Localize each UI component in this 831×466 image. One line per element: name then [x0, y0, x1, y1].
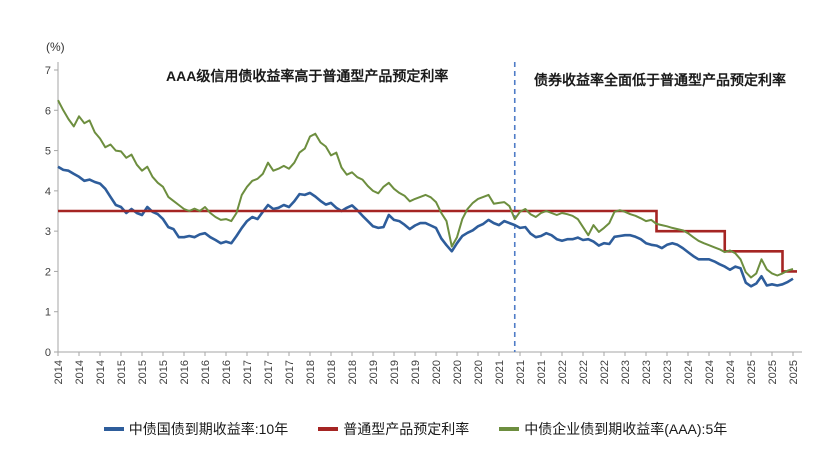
- x-tick-label: 2020: [431, 360, 443, 384]
- x-tick-label: 2023: [641, 360, 653, 384]
- x-tick-label: 2016: [179, 360, 191, 384]
- x-tick-label: 2018: [326, 360, 338, 384]
- x-tick-label: 2019: [410, 360, 422, 384]
- x-tick-label: 2023: [662, 360, 674, 384]
- y-tick-label: 0: [45, 347, 51, 359]
- x-tick-label: 2017: [242, 360, 254, 384]
- x-tick-label: 2015: [116, 360, 128, 384]
- x-tick-label: 2014: [53, 360, 65, 384]
- x-tick-label: 2016: [200, 360, 212, 384]
- y-axis-unit-label: (%): [46, 40, 65, 54]
- x-tick-label: 2024: [725, 360, 737, 384]
- series-step-guaranteed-rate: [58, 209, 797, 273]
- x-tick-label: 2020: [473, 360, 485, 384]
- legend-item-treasury-10y: 中债国债到期收益率:10年: [103, 419, 289, 439]
- x-tick-label: 2014: [95, 360, 107, 384]
- y-tick-label: 6: [45, 105, 51, 117]
- y-tick-label: 2: [45, 266, 51, 278]
- annotation-left: AAA级信用债收益率高于普通型产品预定利率: [166, 68, 449, 84]
- legend-marker-blue-line-icon: [103, 427, 124, 431]
- y-tick-label: 1: [45, 307, 51, 319]
- x-tick-label: 2021: [515, 360, 527, 384]
- legend-item-guaranteed-rate: 普通型产品预定利率: [318, 419, 469, 439]
- x-tick-label: 2015: [158, 360, 170, 384]
- x-tick-label: 2018: [305, 360, 317, 384]
- x-tick-label: 2022: [578, 360, 590, 384]
- series-line-corporate-aaa-5y: [57, 99, 794, 279]
- x-tick-label: 2017: [263, 360, 275, 384]
- x-tick-label: 2015: [137, 360, 149, 384]
- x-tick-label: 2024: [683, 360, 695, 384]
- y-tick-label: 7: [45, 65, 51, 77]
- y-tick-label: 5: [45, 146, 51, 158]
- x-tick-label: 2021: [536, 360, 548, 384]
- x-tick-label: 2021: [494, 360, 506, 384]
- x-tick-label: 2014: [74, 360, 86, 384]
- x-tick-label: 2016: [221, 360, 233, 384]
- legend-label: 中债国债到期收益率:10年: [128, 421, 289, 437]
- x-tick-label: 2022: [557, 360, 569, 384]
- x-tick-label: 2022: [599, 360, 611, 384]
- y-tick-label: 4: [45, 186, 51, 198]
- legend-label: 中债企业债到期收益率(AAA):5年: [524, 421, 728, 437]
- x-tick-label: 2018: [347, 360, 359, 384]
- x-tick-label: 2017: [284, 360, 296, 384]
- x-tick-label: 2019: [368, 360, 380, 384]
- legend-label: 普通型产品预定利率: [343, 421, 470, 437]
- chart-legend: 中债国债到期收益率:10年 普通型产品预定利率 中债企业债到期收益率(AAA):…: [0, 419, 831, 439]
- x-tick-label: 2023: [620, 360, 632, 384]
- legend-item-corporate-aaa-5y: 中债企业债到期收益率(AAA):5年: [499, 419, 727, 439]
- x-tick-label: 2025: [746, 360, 758, 384]
- x-tick-label: 2019: [389, 360, 401, 384]
- legend-marker-red-line-icon: [318, 427, 339, 431]
- legend-marker-green-line-icon: [499, 427, 520, 431]
- x-tick-label: 2025: [788, 360, 800, 384]
- annotation-right: 债券收益率全面低于普通型产品预定利率: [534, 72, 786, 88]
- x-tick-label: 2025: [767, 360, 779, 384]
- x-tick-label: 2024: [704, 360, 716, 384]
- y-tick-label: 3: [45, 226, 51, 238]
- series-line-treasury-10y: [57, 165, 794, 288]
- x-tick-label: 2020: [452, 360, 464, 384]
